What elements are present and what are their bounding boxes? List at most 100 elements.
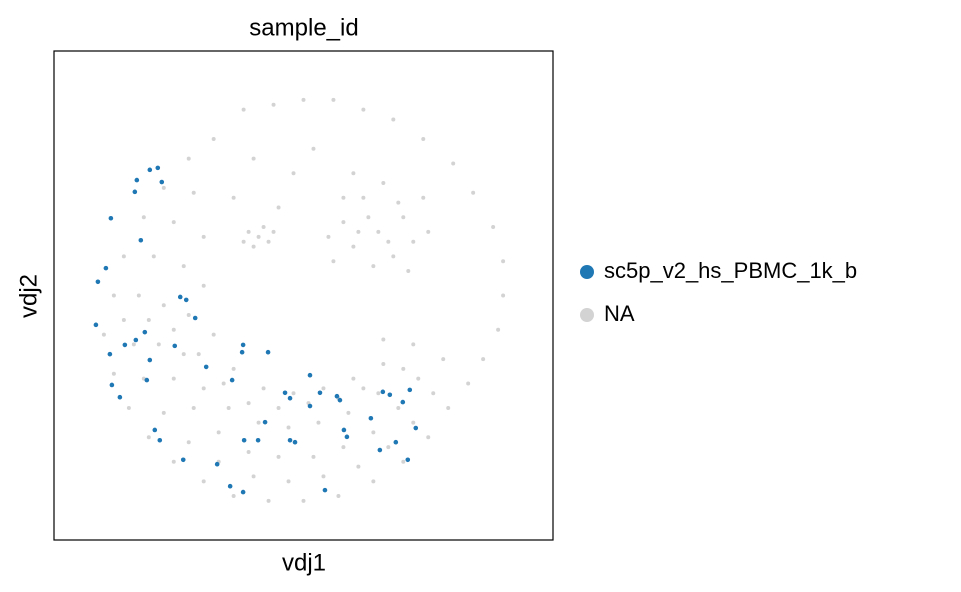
data-point: [266, 498, 271, 503]
data-point: [226, 405, 231, 410]
data-point: [241, 107, 246, 112]
data-point: [411, 239, 416, 244]
data-point: [351, 171, 356, 176]
data-point: [405, 457, 411, 463]
x-axis-label: vdj1: [282, 549, 326, 576]
data-point: [341, 427, 347, 433]
data-point: [156, 342, 161, 347]
data-point: [381, 337, 386, 342]
data-point: [121, 254, 126, 259]
data-point: [491, 225, 496, 230]
data-point: [391, 117, 396, 122]
data-point: [344, 434, 350, 440]
data-point: [341, 195, 346, 200]
data-point: [241, 239, 246, 244]
data-point: [413, 425, 419, 431]
data-point: [214, 461, 220, 467]
data-point: [381, 181, 386, 186]
data-point: [211, 137, 216, 142]
data-point: [356, 464, 361, 469]
data-point: [146, 435, 151, 440]
chart-title: sample_id: [249, 14, 358, 41]
data-point: [401, 459, 406, 464]
data-point: [142, 329, 148, 335]
data-point: [109, 382, 115, 388]
data-point: [240, 342, 246, 348]
data-point: [251, 156, 256, 161]
data-point: [391, 254, 396, 259]
data-point: [186, 440, 191, 445]
data-point: [416, 376, 421, 381]
legend-label: sc5p_v2_hs_PBMC_1k_b: [604, 258, 857, 283]
data-point: [133, 337, 139, 343]
data-point: [138, 237, 144, 243]
data-point: [387, 392, 393, 398]
data-point: [126, 405, 131, 410]
data-point: [246, 449, 251, 454]
data-point: [111, 293, 116, 298]
data-point: [331, 259, 336, 264]
data-point: [256, 420, 261, 425]
data-point: [376, 229, 381, 234]
data-point: [381, 361, 386, 366]
data-point: [341, 220, 346, 225]
data-point: [181, 264, 186, 269]
data-point: [159, 179, 165, 185]
data-point: [231, 366, 236, 371]
data-point: [337, 397, 343, 403]
data-point: [286, 425, 291, 430]
data-point: [371, 479, 376, 484]
data-point: [291, 171, 296, 176]
data-point: [196, 352, 201, 357]
data-point: [276, 454, 281, 459]
data-point: [496, 327, 501, 332]
data-point: [377, 447, 383, 453]
data-point: [103, 265, 109, 271]
data-point: [186, 156, 191, 161]
data-point: [171, 459, 176, 464]
data-point: [201, 479, 206, 484]
data-point: [307, 403, 313, 409]
data-point: [401, 215, 406, 220]
legend-marker: [580, 265, 594, 279]
data-point: [471, 190, 476, 195]
data-point: [271, 102, 276, 107]
data-point: [421, 195, 426, 200]
data-point: [271, 229, 276, 234]
data-point: [107, 351, 113, 357]
data-point: [122, 342, 128, 348]
data-point: [265, 349, 271, 355]
data-point: [396, 405, 401, 410]
data-point: [326, 234, 331, 239]
data-point: [111, 371, 116, 376]
data-point: [157, 437, 163, 443]
data-point: [266, 239, 271, 244]
data-point: [171, 376, 176, 381]
data-point: [246, 401, 251, 406]
data-point: [356, 229, 361, 234]
data-point: [380, 389, 386, 395]
data-point: [203, 364, 209, 370]
data-point: [177, 294, 183, 300]
data-point: [161, 410, 166, 415]
data-point: [147, 167, 153, 173]
data-point: [227, 483, 233, 489]
data-point: [261, 386, 266, 391]
data-point: [311, 146, 316, 151]
data-point: [386, 239, 391, 244]
data-point: [286, 479, 291, 484]
data-point: [501, 259, 506, 264]
legend-marker: [580, 308, 594, 322]
data-point: [371, 264, 376, 269]
data-point: [181, 352, 186, 357]
data-point: [132, 189, 138, 195]
data-point: [351, 244, 356, 249]
data-point: [171, 327, 176, 332]
data-point: [276, 205, 281, 210]
data-point: [216, 430, 221, 435]
data-point: [95, 279, 101, 285]
data-point: [201, 386, 206, 391]
data-point: [136, 293, 141, 298]
data-point: [282, 390, 288, 396]
data-point: [481, 357, 486, 362]
